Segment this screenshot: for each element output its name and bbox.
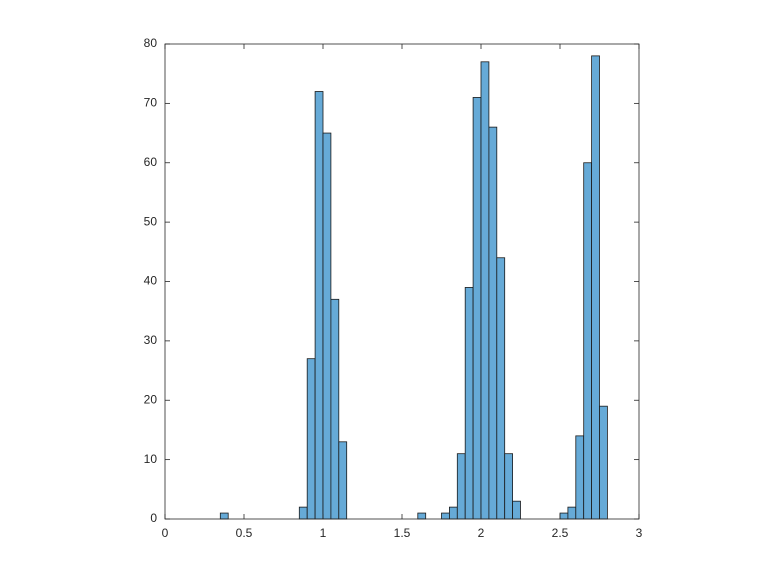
x-tick-label: 2.5	[552, 526, 569, 540]
bar	[559, 512, 569, 520]
bar	[591, 55, 600, 520]
y-tick-label: 50	[144, 214, 158, 228]
x-tick-label: 1.5	[394, 526, 411, 540]
bar	[488, 126, 498, 520]
y-tick-label: 40	[144, 274, 158, 288]
x-tick-label: 0	[162, 526, 169, 540]
bar	[314, 91, 324, 520]
y-tick-label: 10	[144, 452, 158, 466]
y-tick-label: 0	[150, 511, 157, 525]
bar	[472, 97, 482, 520]
bar	[480, 61, 490, 520]
bar	[575, 435, 585, 520]
x-tick-label: 3	[636, 526, 643, 540]
x-tick-label: 0.5	[236, 526, 253, 540]
y-tick-label: 70	[144, 96, 158, 110]
bar	[417, 512, 427, 520]
bar	[504, 453, 514, 520]
bar	[448, 506, 458, 520]
bar	[338, 441, 348, 520]
y-tick-label: 60	[144, 155, 158, 169]
bar	[441, 512, 450, 520]
x-tick-label: 1	[320, 526, 327, 540]
plot-area	[165, 44, 639, 519]
bar	[512, 500, 521, 520]
y-tick-label: 80	[144, 36, 158, 50]
bar	[306, 358, 316, 520]
bar	[464, 287, 474, 520]
bar	[583, 162, 593, 520]
bar	[456, 453, 466, 520]
bar	[322, 132, 332, 520]
bar	[330, 298, 340, 520]
x-tick-label: 2	[478, 526, 485, 540]
bar	[219, 512, 229, 520]
bar	[567, 506, 577, 520]
bar	[496, 257, 506, 520]
bar	[298, 506, 308, 520]
bar	[599, 405, 608, 520]
y-tick-label: 30	[144, 333, 158, 347]
y-tick-label: 20	[144, 392, 158, 406]
